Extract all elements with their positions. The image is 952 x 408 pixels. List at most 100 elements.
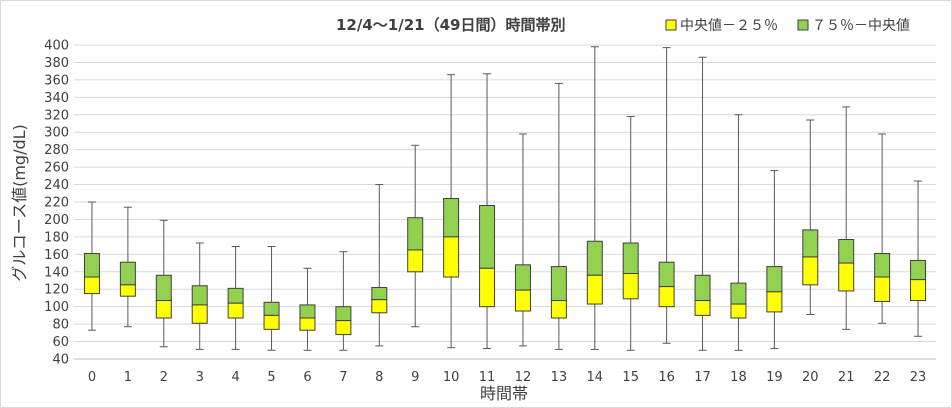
box-upper-q3-median: [299, 304, 316, 319]
box-upper-q3-median: [335, 306, 352, 322]
box-hour-0: [83, 201, 100, 331]
box-hour-14: [586, 46, 603, 350]
y-tick-label: 120: [44, 283, 69, 298]
chart-title: 12/4～1/21（49日間）時間帯別: [336, 16, 565, 34]
box-lower-median-q1: [622, 273, 639, 300]
box-upper-q3-median: [407, 217, 424, 251]
box-hour-19: [766, 170, 783, 350]
box-upper-q3-median: [443, 198, 460, 238]
box-hour-4: [227, 245, 244, 350]
y-tick-label: 40: [52, 353, 69, 368]
box-hour-21: [838, 106, 855, 330]
box-lower-median-q1: [694, 300, 711, 316]
box-upper-q3-median: [514, 264, 531, 291]
box-lower-median-q1: [299, 317, 316, 331]
box-upper-q3-median: [910, 259, 927, 281]
box-hour-2: [155, 219, 172, 348]
box-lower-median-q1: [910, 279, 927, 302]
y-tick-label: 180: [44, 230, 69, 245]
box-upper-q3-median: [766, 266, 783, 293]
box-lower-median-q1: [335, 320, 352, 336]
box-lower-median-q1: [227, 302, 244, 319]
x-tick-label: 7: [339, 370, 347, 385]
x-tick-label: 11: [479, 370, 496, 385]
x-tick-label: 4: [231, 370, 239, 385]
box-upper-q3-median: [263, 301, 280, 316]
box-lower-median-q1: [586, 274, 603, 305]
box-lower-median-q1: [119, 284, 136, 297]
y-tick-label: 80: [52, 318, 69, 333]
box-upper-q3-median: [550, 266, 567, 302]
box-upper-q3-median: [479, 204, 496, 269]
box-hour-20: [802, 119, 819, 316]
x-tick-label: 0: [88, 370, 96, 385]
box-hour-3: [191, 242, 208, 350]
box-upper-q3-median: [83, 252, 100, 278]
x-tick-label: 18: [730, 370, 747, 385]
legend-swatch-upper: [797, 19, 809, 31]
box-lower-median-q1: [730, 303, 747, 319]
box-upper-q3-median: [802, 229, 819, 258]
y-tick-labels: 40 60 80 100 120 140 160 180 200 220 240 260 280 300 3…: [44, 39, 69, 368]
y-tick-label: 220: [44, 196, 69, 211]
box-hour-5: [263, 245, 280, 351]
x-tick-label: 13: [551, 370, 568, 385]
box-hour-10: [443, 74, 460, 349]
legend: 中央値－２５％ ７５％－中央値: [665, 18, 910, 34]
x-tick-label: 9: [411, 370, 419, 385]
x-tick-labels: 0 1 2 3 4 5 6 7 8 9 10 11 12 13 14 15 16 17 18 19 20 21 22 23: [88, 370, 926, 385]
x-tick-label: 22: [874, 370, 891, 385]
y-tick-label: 160: [44, 248, 69, 263]
y-axis-title: グルコース値(mg/dL): [10, 124, 29, 282]
x-tick-label: 21: [838, 370, 855, 385]
box-upper-q3-median: [730, 282, 747, 305]
y-tick-label: 360: [44, 73, 69, 88]
x-tick-label: 2: [160, 370, 168, 385]
y-tick-label: 200: [44, 213, 69, 228]
box-hour-6: [299, 267, 316, 351]
y-tick-label: 100: [44, 300, 69, 315]
box-hour-11: [479, 73, 496, 350]
y-tick-label: 240: [44, 178, 69, 193]
box-hour-17: [694, 56, 711, 351]
box-upper-q3-median: [874, 252, 891, 278]
y-tick-label: 380: [44, 56, 69, 71]
x-tick-label: 8: [375, 370, 383, 385]
x-tick-label: 15: [622, 370, 639, 385]
legend-swatch-lower: [665, 19, 677, 31]
box-upper-q3-median: [622, 242, 639, 275]
x-tick-label: 6: [303, 370, 311, 385]
x-tick-label: 14: [587, 370, 604, 385]
box-plots: [83, 46, 927, 351]
x-tick-label: 12: [515, 370, 532, 385]
box-lower-median-q1: [514, 289, 531, 312]
box-hour-23: [910, 180, 927, 337]
y-tick-label: 320: [44, 108, 69, 123]
x-tick-label: 16: [658, 370, 675, 385]
box-upper-q3-median: [155, 274, 172, 302]
y-tick-label: 300: [44, 126, 69, 141]
x-tick-label: 19: [766, 370, 783, 385]
box-lower-median-q1: [479, 267, 496, 308]
legend-label-lower: 中央値－２５％: [680, 18, 778, 34]
y-tick-label: 60: [52, 335, 69, 350]
gridlines: [74, 44, 936, 360]
box-hour-12: [514, 133, 531, 347]
x-tick-label: 23: [910, 370, 927, 385]
box-lower-median-q1: [263, 314, 280, 330]
box-lower-median-q1: [550, 300, 567, 319]
x-tick-label: 20: [802, 370, 819, 385]
box-upper-q3-median: [658, 261, 675, 288]
box-hour-8: [371, 184, 388, 347]
x-tick-label: 1: [124, 370, 132, 385]
box-upper-q3-median: [694, 274, 711, 302]
x-tick-label: 17: [694, 370, 711, 385]
y-tick-label: 140: [44, 265, 69, 280]
y-tick-label: 340: [44, 91, 69, 106]
box-upper-q3-median: [838, 239, 855, 264]
box-hour-18: [730, 114, 747, 351]
box-hour-15: [622, 116, 639, 351]
box-lower-median-q1: [874, 276, 891, 302]
